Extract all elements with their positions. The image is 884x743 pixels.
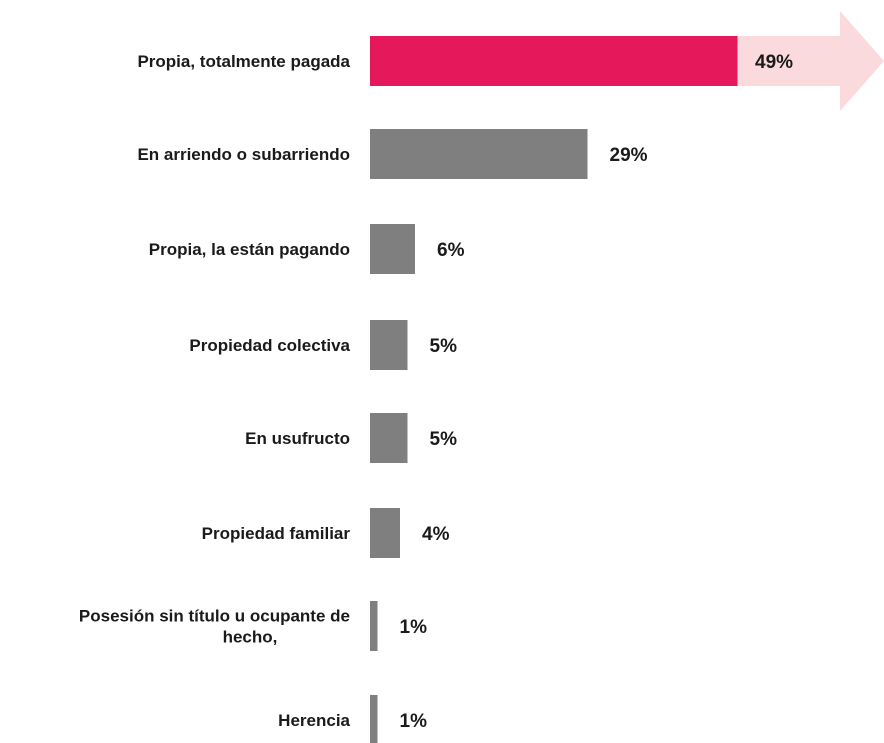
labels-layer: Propia, totalmente pagada 49% En arriendo … [79,52,793,732]
bar-3 [370,320,408,370]
bar-4 [370,413,408,463]
value-label-5: 4% [422,524,450,545]
category-label-4: En usufructo [245,429,350,448]
bar-5 [370,508,400,558]
bars-layer [370,36,738,743]
value-label-1: 29% [610,145,648,166]
category-label-0: Propia, totalmente pagada [137,52,350,71]
category-label-6: Posesión sin título u ocupante de hecho, [79,607,350,647]
category-label-7: Herencia [278,711,350,730]
value-label-7: 1% [400,711,428,732]
value-label-6: 1% [400,617,428,638]
category-label-3: Propiedad colectiva [189,336,350,355]
bar-1 [370,129,588,179]
category-label-5: Propiedad familiar [202,524,351,543]
category-label-2: Propia, la están pagando [149,240,350,259]
bar-6 [370,601,378,651]
value-label-3: 5% [430,336,458,357]
value-label-0: 49% [755,52,793,73]
bar-2 [370,224,415,274]
bar-7 [370,695,378,743]
value-label-4: 5% [430,429,458,450]
value-label-2: 6% [437,240,465,261]
category-label-1: En arriendo o subarriendo [137,145,350,164]
bar-0 [370,36,738,86]
